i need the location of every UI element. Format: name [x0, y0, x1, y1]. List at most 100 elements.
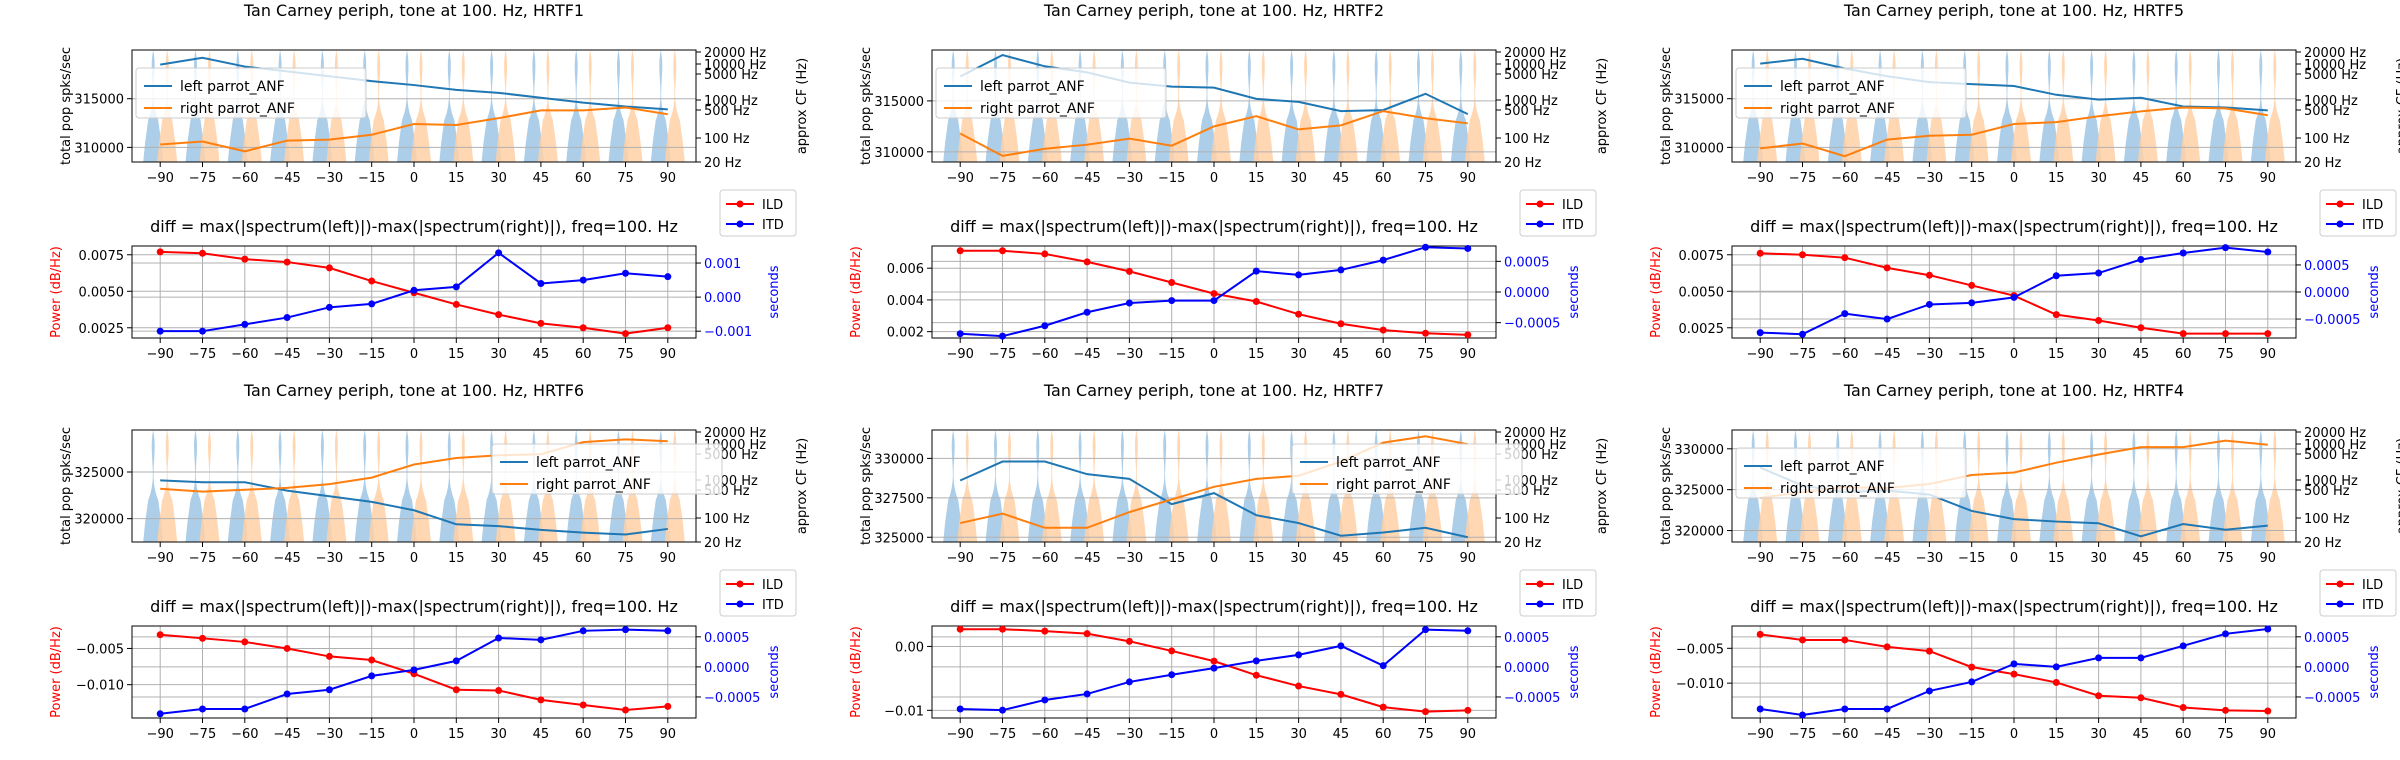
x-tick-label: 30 [490, 171, 507, 186]
ild-point [1083, 258, 1091, 266]
x-tick-label: 0 [1210, 551, 1218, 566]
violin-left [227, 430, 248, 542]
legend-box [1291, 443, 1523, 495]
y2-tick-label: 100 Hz [704, 132, 750, 147]
x-tick-label: −45 [273, 171, 300, 186]
y2-tick-label: 0.0000 [1504, 661, 1550, 676]
itd-point [1841, 705, 1849, 713]
x-tick-label: −60 [1831, 347, 1858, 362]
subplot-hrtf1: Tan Carney periph, tone at 100. Hz, HRTF… [49, 1, 810, 362]
ild-point [2264, 330, 2272, 338]
ild-itd-legend: ILD ITD [2319, 189, 2397, 237]
ild-point [1168, 278, 1176, 286]
itd-point [2010, 293, 2018, 301]
itd-point [1799, 711, 1806, 719]
x-tick-label: −90 [146, 551, 173, 566]
violin-left [2039, 50, 2060, 162]
y-tick-label: 315000 [74, 93, 124, 108]
itd-point [283, 690, 291, 698]
x-tick-label: −15 [358, 551, 385, 566]
itd-point [1799, 330, 1806, 338]
y2-tick-label: −0.0005 [1504, 317, 1560, 332]
legend-label: ITD [762, 218, 784, 233]
violin-left [397, 50, 417, 162]
violin-left [566, 50, 587, 162]
y-tick-label: 0.0075 [79, 249, 125, 264]
legend-label: ITD [1562, 598, 1584, 613]
bottom-title: diff = max(|spectrum(left)|)-max(|spectr… [1750, 217, 2278, 236]
legend-label: ITD [762, 598, 784, 613]
legend-label: ILD [762, 198, 783, 213]
x-tick-label: −45 [1873, 551, 1900, 566]
series-line-left [959, 460, 1469, 539]
ild-point [283, 258, 291, 266]
bottom-ylabel: Power (dB/Hz) [849, 626, 864, 718]
ild-point [156, 248, 164, 256]
violin-right [2222, 50, 2243, 162]
ild-point [452, 300, 460, 308]
x-tick-label: 60 [2175, 551, 2192, 566]
itd-point [199, 327, 206, 335]
violin-right [284, 430, 305, 542]
itd-point [999, 706, 1006, 714]
ild-point [2222, 706, 2229, 714]
itd-point [1422, 243, 1429, 251]
y2-tick-label: 100 Hz [2304, 512, 2350, 527]
violin-right [1253, 430, 1274, 542]
x-tick-label: −45 [273, 551, 300, 566]
x-tick-label: −60 [231, 727, 258, 742]
top-y2label: approx CF (Hz) [1595, 438, 1610, 534]
x-tick-label: −60 [1831, 171, 1858, 186]
violin-right [1041, 430, 1062, 542]
x-tick-label: −45 [273, 727, 300, 742]
x-tick-label: 15 [2048, 347, 2065, 362]
x-tick-label: 60 [575, 171, 592, 186]
ild-point [1168, 647, 1176, 655]
violin-right [1168, 430, 1189, 542]
violin-right [241, 430, 262, 542]
y2-tick-label: 5000 Hz [2304, 68, 2358, 83]
ild-point [1756, 249, 1764, 257]
x-tick-label: 15 [448, 347, 465, 362]
x-tick-label: −75 [189, 727, 216, 742]
itd-point [1125, 299, 1133, 307]
subplot-hrtf2: Tan Carney periph, tone at 100. Hz, HRTF… [849, 1, 1610, 362]
x-tick-label: −90 [1746, 727, 1773, 742]
legend-label: left parrot_ANF [980, 79, 1085, 95]
itd-point [1379, 256, 1387, 264]
subplot-hrtf5: Tan Carney periph, tone at 100. Hz, HRTF… [1649, 1, 2400, 362]
violin-right [957, 430, 978, 542]
y2-tick-label: 20 Hz [704, 536, 741, 551]
itd-point [156, 327, 164, 335]
x-tick-label: 45 [1333, 727, 1350, 742]
ild-point [1841, 636, 1849, 644]
bottom-y2label: seconds [2367, 645, 2382, 698]
violin-left [1239, 50, 1260, 162]
x-tick-label: 90 [2260, 171, 2277, 186]
ild-itd-legend: ILD ITD [2319, 569, 2397, 617]
bottom-panel: diff = max(|spectrum(left)|)-max(|spectr… [1649, 569, 2397, 742]
x-tick-label: −30 [1916, 347, 1943, 362]
x-tick-label: 90 [1460, 551, 1477, 566]
ild-point [1968, 281, 1976, 289]
violin-left [2123, 50, 2144, 162]
violin-right [199, 430, 220, 542]
x-tick-label: −90 [146, 727, 173, 742]
legend-marker [2336, 220, 2344, 228]
itd-point [1841, 310, 1849, 318]
x-tick-label: −15 [358, 727, 385, 742]
x-tick-label: 45 [2133, 171, 2150, 186]
itd-point [2179, 642, 2187, 650]
violin-right [453, 50, 474, 162]
violin-left [439, 50, 460, 162]
ild-point [1379, 326, 1387, 334]
subplot-hrtf6: Tan Carney periph, tone at 100. Hz, HRTF… [49, 381, 810, 742]
bottom-ylabel: Power (dB/Hz) [49, 246, 64, 338]
x-tick-label: −45 [1873, 347, 1900, 362]
x-tick-label: 60 [575, 551, 592, 566]
violin-left [1997, 430, 2017, 542]
x-tick-label: −90 [1746, 551, 1773, 566]
x-tick-label: 15 [2048, 551, 2065, 566]
x-tick-label: 0 [2010, 347, 2018, 362]
